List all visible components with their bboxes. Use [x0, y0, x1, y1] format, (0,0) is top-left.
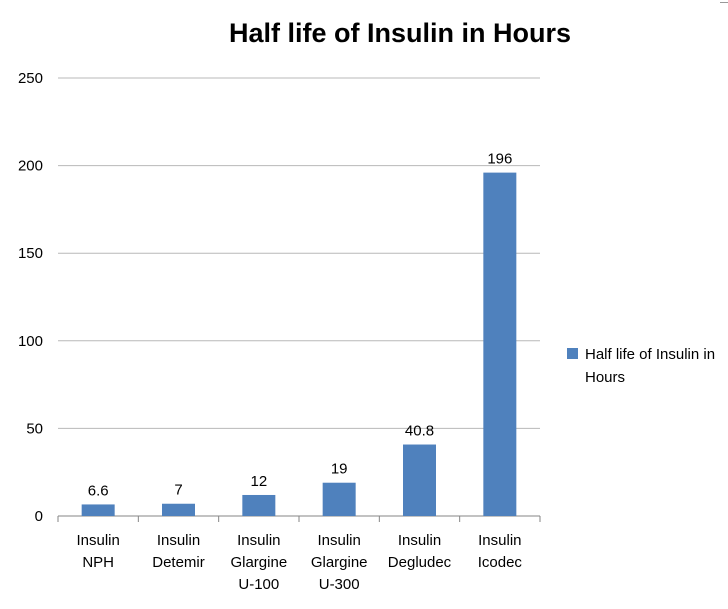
bar [322, 482, 356, 516]
x-tick-label: Insulin [157, 532, 200, 549]
data-label: 6.6 [88, 482, 109, 499]
chart-title: Half life of Insulin in Hours [228, 18, 571, 48]
x-tick-label: U-100 [238, 576, 279, 593]
x-tick-label: Glargine [311, 554, 368, 571]
bar [483, 172, 517, 516]
x-tick-label: Icodec [478, 554, 523, 571]
x-tick-label: Detemir [152, 554, 205, 571]
y-tick-label: 250 [18, 70, 43, 87]
x-tick-label: NPH [82, 554, 114, 571]
y-tick-label: 200 [18, 158, 43, 175]
x-tick-label: Insulin [237, 532, 280, 549]
bar [403, 444, 436, 516]
x-tick-label: Glargine [230, 554, 287, 571]
y-tick-label: 100 [18, 333, 43, 350]
legend-swatch [567, 348, 578, 359]
x-tick-label: Insulin [478, 532, 521, 549]
legend-label: Half life of Insulin in Hours [585, 346, 716, 386]
y-tick-label: 50 [26, 420, 43, 437]
data-label: 12 [250, 473, 267, 490]
data-label: 7 [174, 482, 182, 499]
legend: Half life of Insulin in Hours [567, 343, 717, 389]
data-label: 40.8 [405, 423, 434, 440]
x-tick-label: U-300 [319, 576, 360, 593]
y-tick-label: 0 [35, 508, 43, 525]
x-tick-label: Insulin [76, 532, 119, 549]
x-tick-label: Insulin [317, 532, 360, 549]
bar [162, 503, 195, 516]
x-tick-label: Degludec [388, 554, 452, 571]
data-label: 196 [487, 151, 512, 168]
bar [81, 504, 115, 516]
bar [242, 494, 276, 516]
y-tick-label: 150 [18, 245, 43, 262]
edge-mark [720, 2, 728, 3]
x-tick-label: Insulin [398, 532, 441, 549]
data-label: 19 [331, 461, 348, 478]
